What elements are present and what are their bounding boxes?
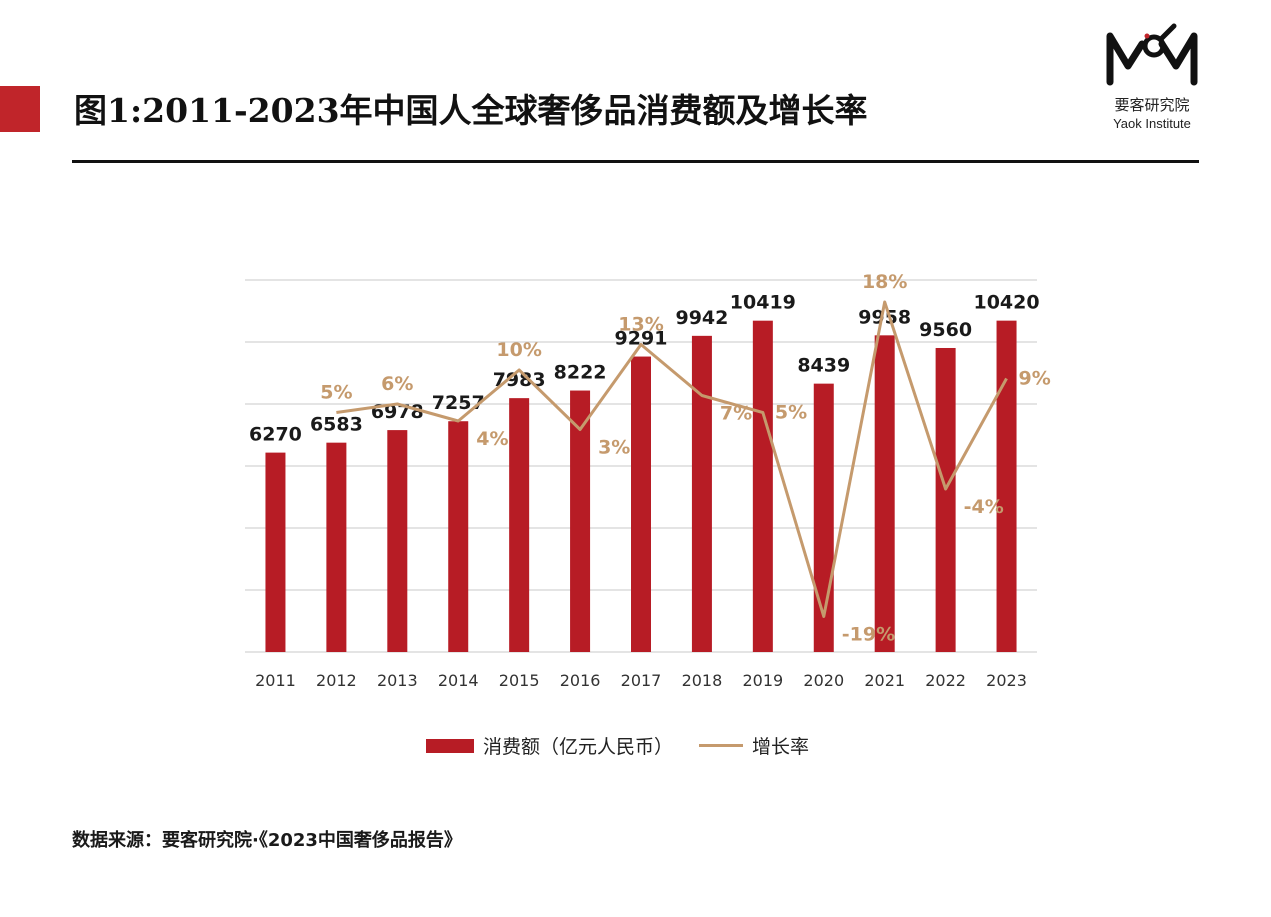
bar-value-label: 9958: [858, 306, 911, 328]
bar-value-label: 9560: [919, 319, 972, 341]
growth-rate-label: 9%: [1019, 368, 1051, 390]
bar-2021: [874, 335, 895, 652]
growth-rate-label: 4%: [476, 428, 508, 450]
bar-2022: [935, 347, 956, 652]
title-accent-block: [0, 86, 40, 132]
bar-value-label: 9942: [675, 307, 728, 329]
x-tick-label: 2021: [864, 671, 905, 690]
growth-rate-label: -4%: [964, 496, 1004, 518]
bar-value-label: 8439: [797, 355, 850, 377]
legend-bar-swatch: [426, 738, 474, 753]
x-tick-label: 2018: [682, 671, 723, 690]
chart-legend: 消费额（亿元人民币） 增长率: [426, 732, 809, 759]
growth-rate-label: 6%: [381, 373, 413, 395]
growth-rate-label: 3%: [598, 437, 630, 459]
x-tick-label: 2015: [499, 671, 540, 690]
logo: 要客研究院 Yaok Institute: [1102, 22, 1202, 140]
x-tick-label: 2022: [925, 671, 966, 690]
x-tick-label: 2019: [742, 671, 783, 690]
legend-bar-label: 消费额（亿元人民币）: [483, 736, 674, 758]
growth-rate-label: 7%: [720, 403, 752, 425]
x-tick-label: 2020: [803, 671, 844, 690]
bar-2013: [387, 430, 408, 652]
bar-value-label: 7257: [432, 392, 485, 414]
x-tick-label: 2017: [621, 671, 662, 690]
bar-value-label: 10419: [730, 292, 796, 314]
x-tick-label: 2014: [438, 671, 479, 690]
bar-2016: [570, 390, 591, 652]
bar-2023: [996, 320, 1017, 652]
data-source-note: 数据来源：要客研究院·《2023中国奢侈品报告》: [72, 830, 462, 851]
x-tick-label: 2023: [986, 671, 1027, 690]
bar-2011: [265, 452, 286, 652]
growth-rate-label: -19%: [842, 624, 895, 646]
x-tick-label: 2011: [255, 671, 296, 690]
yaok-logo-icon: [1106, 23, 1198, 86]
growth-rate-label: 18%: [862, 271, 907, 293]
bar-value-label: 9291: [615, 328, 668, 350]
logo-english-name: Yaok Institute: [1113, 116, 1191, 131]
growth-rate-label: 13%: [618, 314, 663, 336]
bar-2015: [509, 398, 530, 652]
title-divider: [72, 160, 1199, 163]
bar-value-label: 8222: [554, 362, 607, 384]
legend-line-swatch: [699, 744, 744, 747]
growth-rate-label: 5%: [775, 402, 807, 424]
bar-value-label: 7983: [493, 369, 546, 391]
legend-line-label: 增长率: [752, 736, 810, 758]
bar-2019: [752, 320, 773, 652]
chart-title: 图1:2011-2023年中国人全球奢侈品消费额及增长率: [74, 91, 868, 130]
x-tick-label: 2016: [560, 671, 601, 690]
growth-rate-label: 10%: [496, 339, 541, 361]
bar-value-label: 6270: [249, 424, 302, 446]
bar-2017: [631, 356, 651, 652]
x-tick-label: 2012: [316, 671, 357, 690]
bar-value-label: 6583: [310, 414, 363, 436]
bar-2018: [691, 335, 712, 652]
bar-2014: [448, 421, 469, 652]
growth-rate-label: 5%: [320, 382, 352, 404]
x-tick-label: 2013: [377, 671, 418, 690]
bar-value-label: 10420: [973, 292, 1039, 314]
growth-rate-line: [336, 300, 1008, 618]
logo-chinese-name: 要客研究院: [1114, 96, 1190, 114]
bar-2012: [326, 442, 347, 652]
